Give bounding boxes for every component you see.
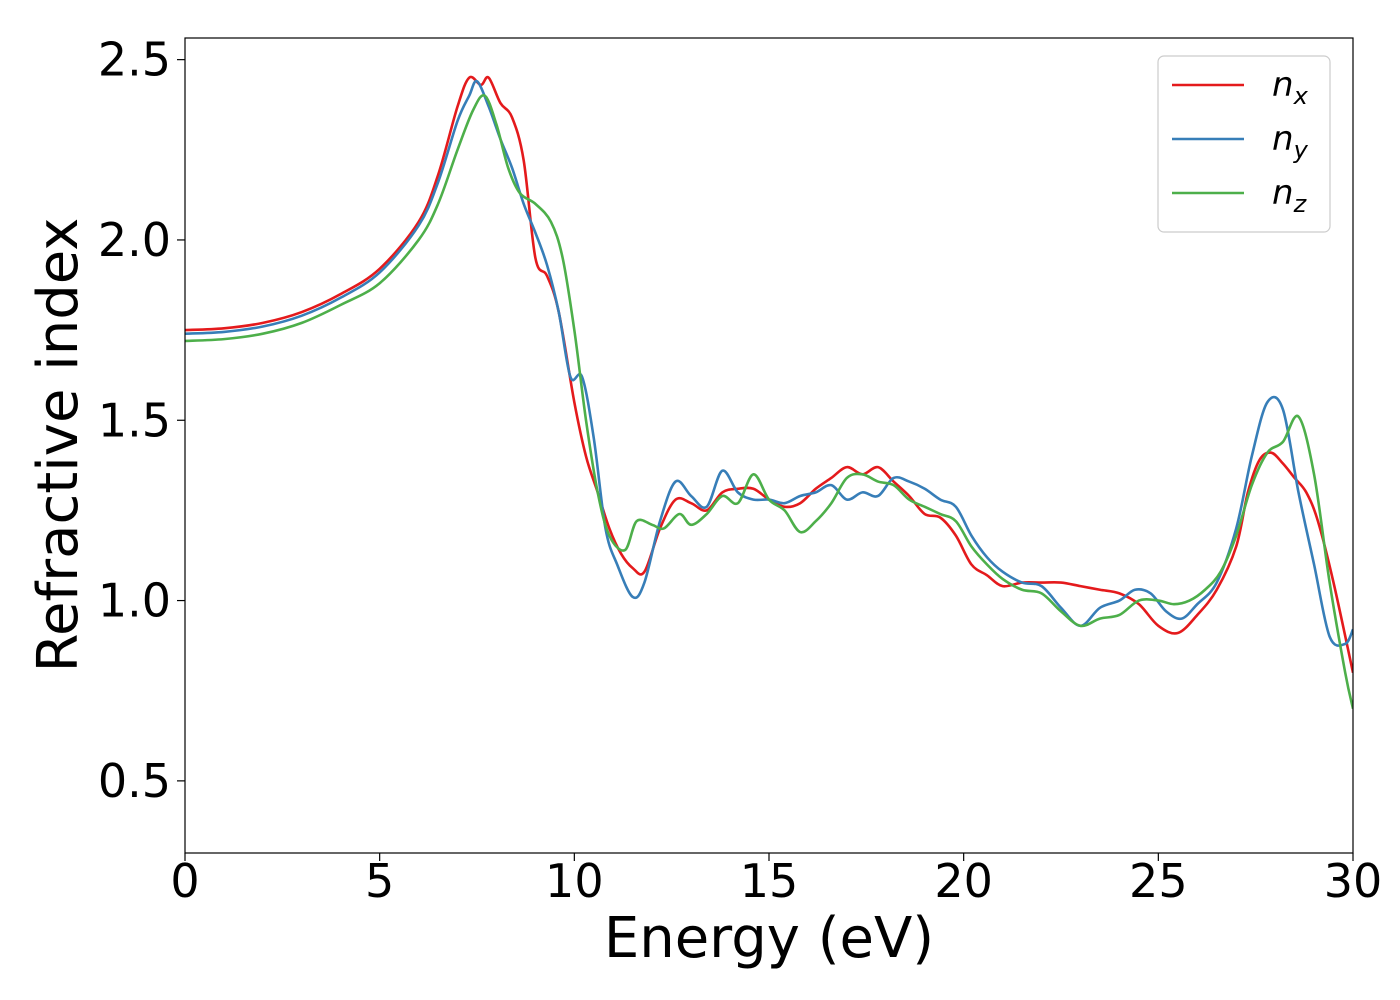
legend-box — [1157, 55, 1331, 233]
x-tick-label: 30 — [1324, 854, 1383, 908]
x-axis-title: Energy (eV) — [604, 906, 934, 971]
x-tick-label: 15 — [740, 854, 799, 908]
legend: nx ny nz — [1157, 55, 1331, 233]
y-tick-label: 1.5 — [98, 393, 171, 447]
y-axis-title: Refractive index — [26, 218, 91, 673]
y-tick-label: 1.0 — [98, 574, 171, 628]
x-tick-label: 10 — [545, 854, 604, 908]
series-layer — [185, 75, 1353, 710]
x-tick-label: 5 — [365, 854, 394, 908]
series-line-ny — [185, 79, 1353, 647]
legend-label-nx: nx — [1272, 65, 1309, 110]
series-line-nx — [185, 75, 1353, 673]
x-axis-ticks: 0 5 10 15 20 25 30 — [170, 853, 1382, 908]
y-tick-label: 0.5 — [98, 754, 171, 808]
legend-label-ny: ny — [1272, 119, 1309, 164]
x-tick-label: 20 — [934, 854, 993, 908]
legend-label-nz: nz — [1272, 173, 1308, 218]
x-tick-label: 25 — [1129, 854, 1188, 908]
y-tick-label: 2.5 — [98, 33, 171, 87]
y-tick-label: 2.0 — [98, 213, 171, 267]
x-tick-label: 0 — [170, 854, 199, 908]
y-axis-ticks: 0.5 1.0 1.5 2.0 2.5 — [98, 33, 185, 808]
series-line-nz — [185, 94, 1353, 710]
